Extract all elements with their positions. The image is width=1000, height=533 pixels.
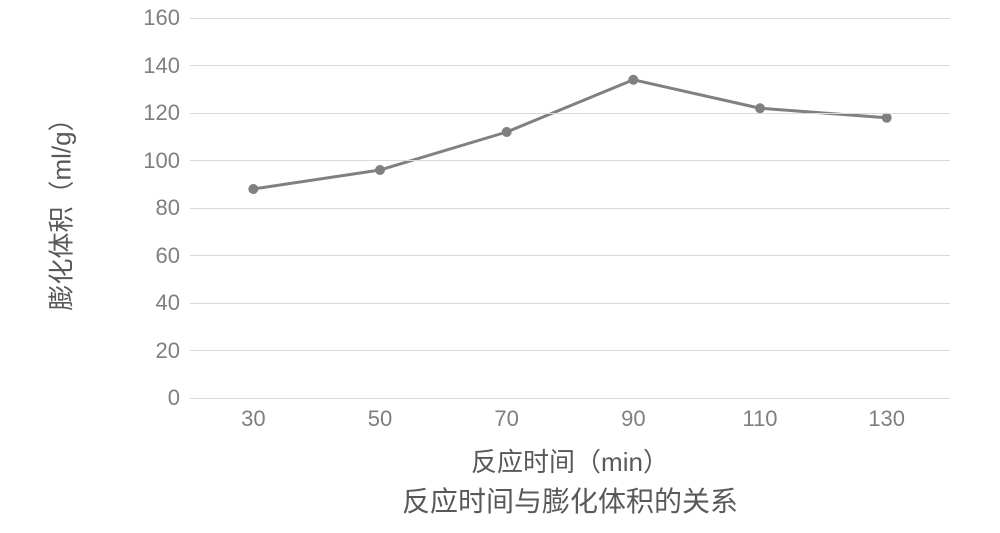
x-tick-label: 130 — [868, 406, 905, 432]
x-tick-label: 30 — [241, 406, 265, 432]
gridline — [190, 160, 950, 161]
data-marker — [882, 113, 892, 123]
data-marker — [502, 127, 512, 137]
x-axis-title: 反应时间（min） — [471, 442, 669, 479]
y-tick-label: 100 — [120, 148, 180, 174]
x-tick-label: 50 — [368, 406, 392, 432]
gridline — [190, 208, 950, 209]
chart-title: 反应时间与膨化体积的关系 — [402, 480, 738, 520]
y-tick-label: 60 — [120, 243, 180, 269]
x-tick-label: 110 — [742, 406, 777, 432]
y-tick-label: 0 — [120, 385, 180, 411]
gridline — [190, 65, 950, 66]
plot-area — [190, 18, 950, 398]
y-tick-label: 80 — [120, 195, 180, 221]
y-tick-label: 120 — [120, 100, 180, 126]
series-line — [253, 80, 886, 189]
y-tick-label: 160 — [120, 5, 180, 31]
gridline — [190, 350, 950, 351]
y-tick-label: 20 — [120, 338, 180, 364]
data-marker — [375, 165, 385, 175]
line-chart: 膨化体积（ml/g） 反应时间（min） 反应时间与膨化体积的关系 0 20 40 6… — [0, 0, 1000, 533]
y-tick-label: 40 — [120, 290, 180, 316]
gridline — [190, 113, 950, 114]
data-marker — [628, 75, 638, 85]
y-tick-label: 140 — [120, 53, 180, 79]
gridline — [190, 255, 950, 256]
y-axis-title: 膨化体积（ml/g） — [42, 105, 79, 310]
gridline — [190, 18, 950, 19]
gridline — [190, 303, 950, 304]
x-tick-label: 70 — [494, 406, 518, 432]
gridline — [190, 398, 950, 399]
data-marker — [248, 184, 258, 194]
x-tick-label: 90 — [621, 406, 645, 432]
